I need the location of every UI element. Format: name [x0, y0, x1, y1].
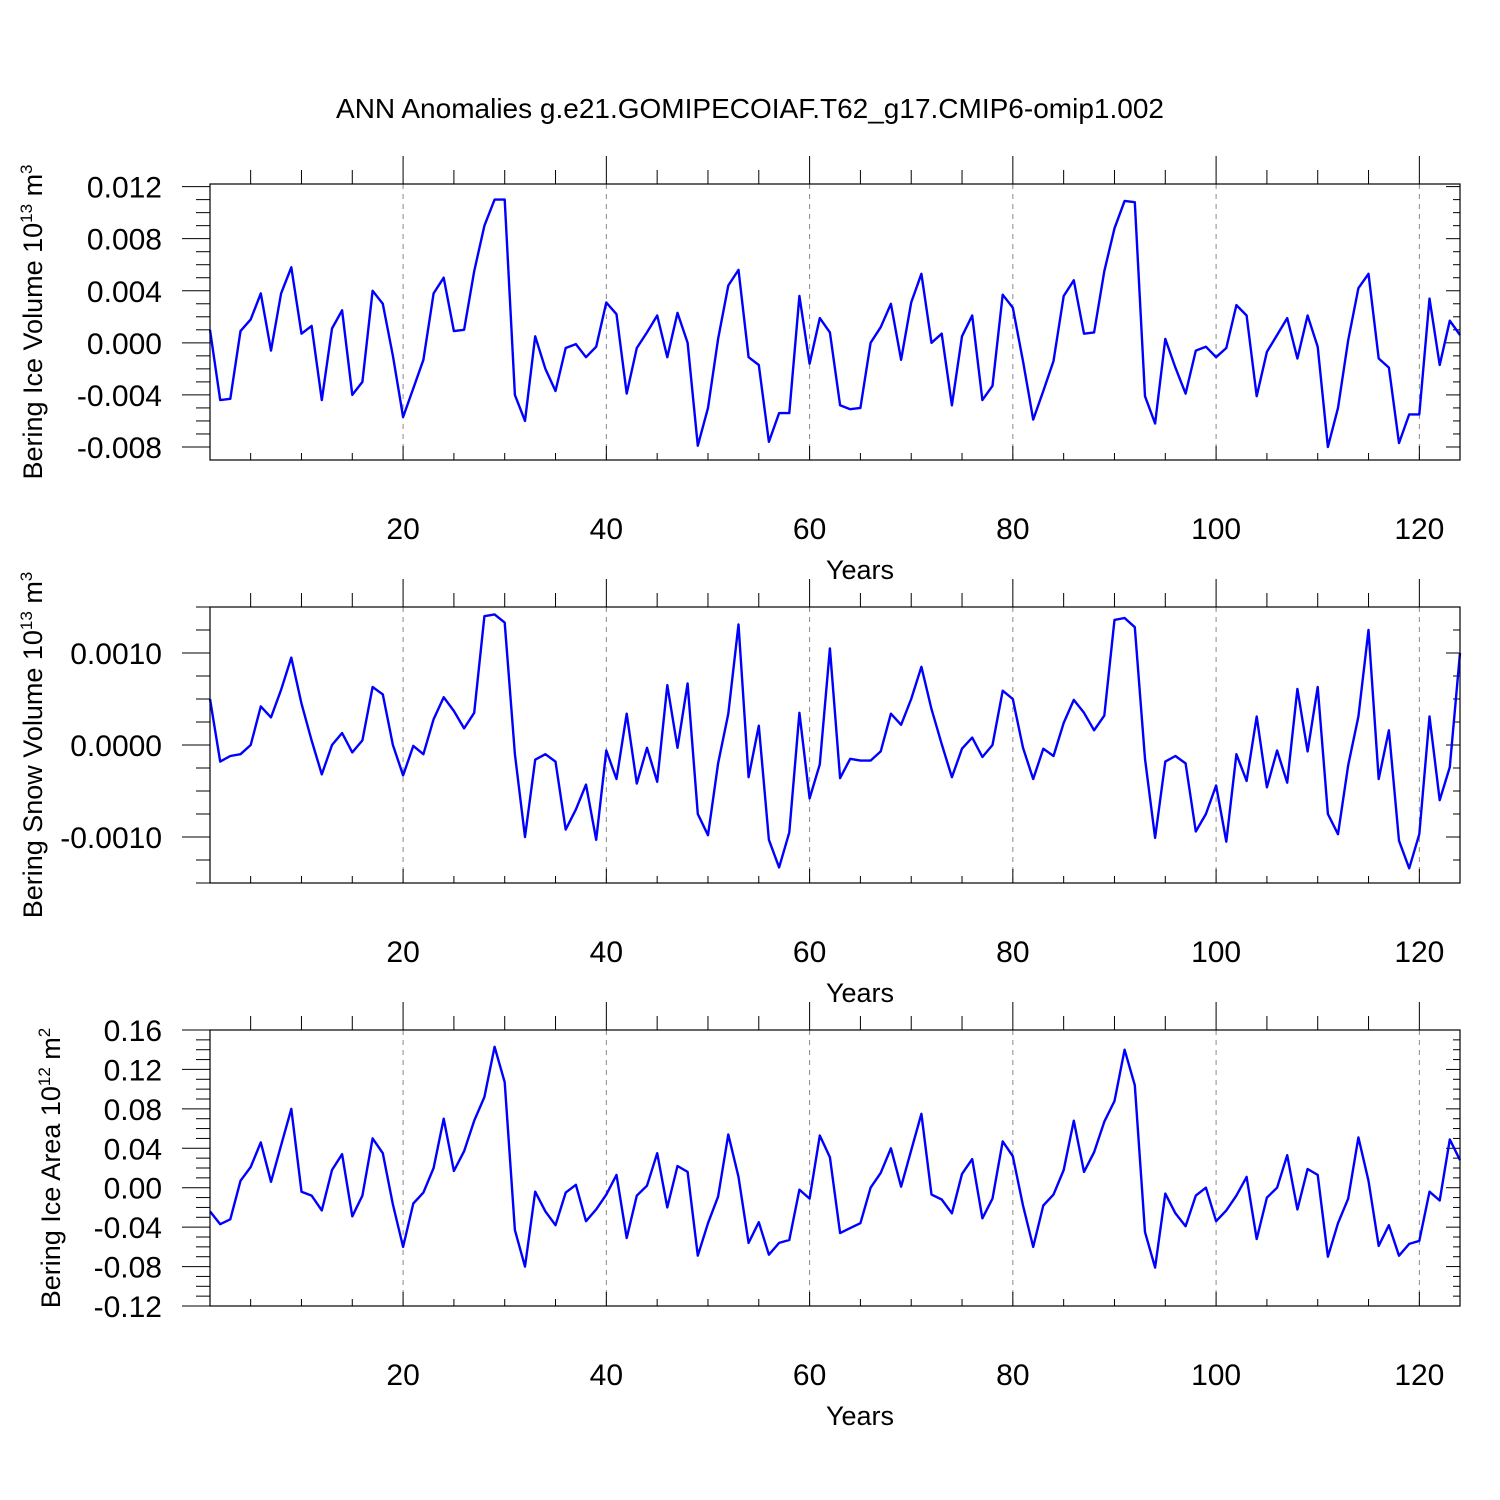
x-tick-label: 60 — [793, 936, 826, 969]
x-tick-label: 100 — [1191, 936, 1241, 969]
y-tick-label: -0.08 — [94, 1252, 162, 1285]
y-axis-label: Bering Ice Area 1012 m2 — [35, 1028, 66, 1309]
y-axis-label-main: Bering Ice Volume 10 — [18, 223, 48, 480]
y-axis-label-unit-exponent: 2 — [35, 1028, 54, 1037]
x-tick-label: 60 — [793, 513, 826, 546]
y-axis-label-exponent: 12 — [35, 1067, 54, 1086]
panel-3: 20 40 60 80 100 120 -0.12 -0.08 -0.04 0.00 0.04 0.0… — [35, 1002, 1462, 1431]
y-axis-label-unit: m — [18, 581, 48, 611]
y-tick-label: 0.00 — [104, 1173, 162, 1206]
x-tick-label: 20 — [386, 936, 419, 969]
y-tick-label: -0.12 — [94, 1291, 162, 1324]
x-tick-label: 120 — [1394, 1359, 1444, 1392]
panel-2: 20 40 60 80 100 120 -0.0010 0.0000 0.0010 Years Be… — [17, 572, 1462, 1008]
plot-frame — [209, 1029, 1461, 1307]
plot-frame — [209, 606, 1461, 884]
y-tick-label: 0.008 — [87, 224, 162, 257]
x-tick-label: 80 — [996, 936, 1029, 969]
y-axis-label-unit: m — [36, 1037, 66, 1067]
y-tick-label: -0.008 — [77, 432, 162, 465]
y-tick-label: 0.0010 — [70, 638, 162, 671]
y-tick-label: 0.04 — [104, 1133, 162, 1166]
y-tick-label: 0.000 — [87, 328, 162, 361]
y-axis-label-unit: m — [18, 174, 48, 204]
x-tick-label: 120 — [1394, 936, 1444, 969]
y-axis-label-main: Bering Ice Area 10 — [36, 1086, 66, 1308]
x-tick-label: 100 — [1191, 513, 1241, 546]
x-axis-label: Years — [826, 555, 894, 585]
x-axis-label: Years — [826, 1401, 894, 1431]
x-tick-label: 100 — [1191, 1359, 1241, 1392]
x-tick-label: 40 — [590, 513, 623, 546]
y-tick-label: -0.004 — [77, 380, 162, 413]
y-axis-label: Bering Snow Volume 1013 m3 — [17, 572, 48, 919]
y-axis-label-exponent: 13 — [17, 204, 36, 223]
y-axis-label: Bering Ice Volume 1013 m3 — [17, 164, 48, 479]
y-axis-label-unit-exponent: 3 — [17, 164, 36, 173]
y-tick-label: 0.012 — [87, 172, 162, 205]
y-tick-label: 0.004 — [87, 276, 162, 309]
x-tick-label: 80 — [996, 513, 1029, 546]
x-tick-label: 20 — [386, 1359, 419, 1392]
x-axis-label: Years — [826, 978, 894, 1008]
x-tick-label: 20 — [386, 513, 419, 546]
series-line — [209, 1045, 1462, 1269]
x-tick-label: 120 — [1394, 513, 1444, 546]
plot-frame — [209, 183, 1461, 461]
y-tick-label: -0.0010 — [60, 822, 162, 855]
x-tick-label: 60 — [793, 1359, 826, 1392]
y-axis-label-exponent: 13 — [17, 611, 36, 630]
x-tick-label: 40 — [590, 1359, 623, 1392]
series-line — [208, 613, 1462, 870]
chart-title: ANN Anomalies g.e21.GOMIPECOIAF.T62_g17.… — [336, 93, 1164, 124]
y-tick-label: 0.12 — [104, 1054, 162, 1087]
panel-1: 20 40 60 80 100 120 -0.008 -0.004 0.000 0.004 0.00… — [17, 156, 1461, 585]
y-axis-label-main: Bering Snow Volume 10 — [18, 630, 48, 918]
x-tick-label: 40 — [590, 936, 623, 969]
y-tick-label: 0.08 — [104, 1094, 162, 1127]
y-tick-label: 0.16 — [104, 1015, 162, 1048]
y-axis-label-unit-exponent: 3 — [17, 572, 36, 581]
y-tick-label: 0.0000 — [70, 730, 162, 763]
y-tick-label: -0.04 — [94, 1212, 162, 1245]
x-tick-label: 80 — [996, 1359, 1029, 1392]
series-line — [208, 198, 1461, 449]
